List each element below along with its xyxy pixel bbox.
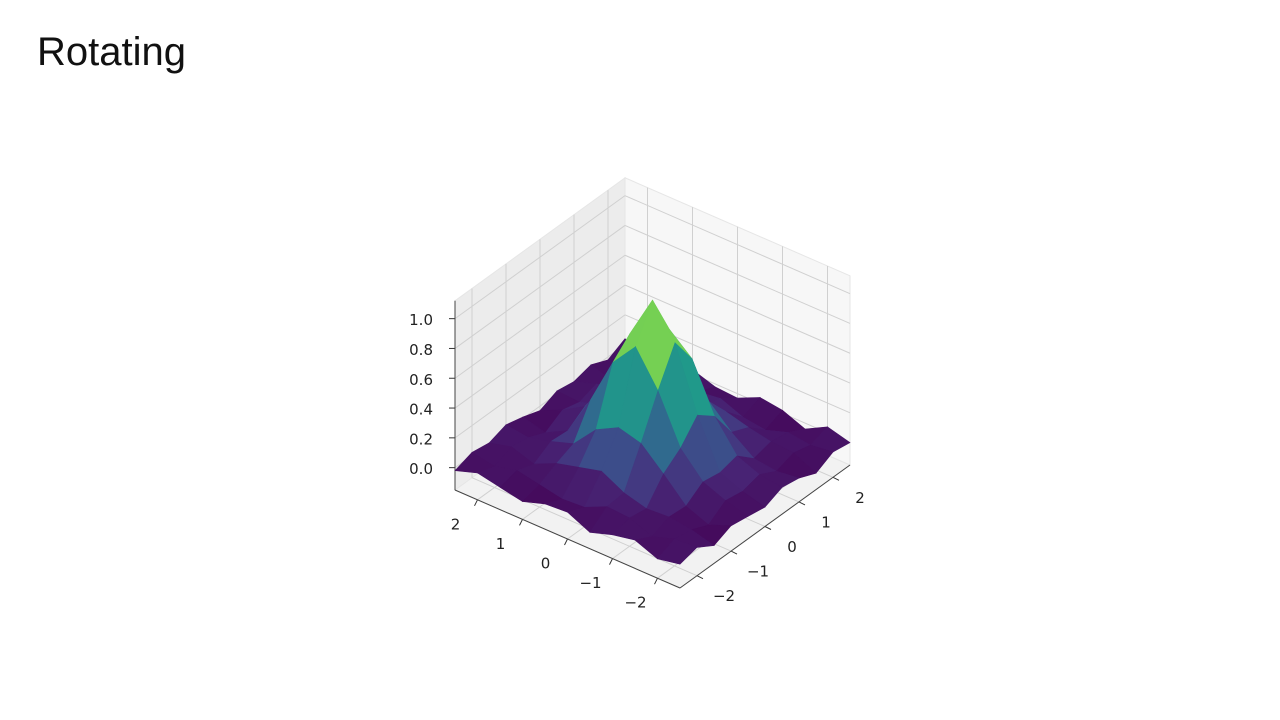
tick-mark <box>832 476 840 481</box>
tick-mark <box>654 577 658 585</box>
grid-line <box>454 225 626 349</box>
tick-mark <box>730 550 738 555</box>
axis-line <box>679 464 851 589</box>
x-tick-label: 0 <box>787 538 797 556</box>
grid-line <box>624 195 851 295</box>
tick-mark <box>798 501 806 506</box>
grid-line <box>624 284 851 384</box>
grid-line <box>454 314 626 439</box>
x-tick-label: −2 <box>713 587 735 605</box>
z-tick-label: 0.6 <box>409 371 433 389</box>
grid-line <box>454 254 626 379</box>
tick-mark <box>474 499 478 507</box>
y-tick-label: −1 <box>579 574 601 592</box>
tick-mark <box>696 575 704 580</box>
grid-line <box>454 195 626 320</box>
y-tick-label: 2 <box>451 515 461 533</box>
z-tick-label: 1.0 <box>409 311 433 329</box>
z-tick-label: 0.0 <box>409 460 433 478</box>
slide-title: Rotating <box>37 30 186 74</box>
z-tick-label: 0.8 <box>409 341 433 359</box>
x-tick-label: −1 <box>747 563 769 581</box>
tick-mark <box>764 526 772 530</box>
x-tick-label: 2 <box>855 489 865 507</box>
axis-line <box>454 489 681 589</box>
z-tick-label: 0.4 <box>409 401 433 419</box>
grid-line <box>454 284 626 409</box>
z-tick-label: 0.2 <box>409 430 433 448</box>
y-tick-label: 0 <box>541 555 551 573</box>
y-tick-label: 1 <box>496 535 506 553</box>
grid-line <box>624 254 851 354</box>
y-tick-label: −2 <box>624 594 646 612</box>
tick-mark <box>519 519 523 526</box>
x-tick-label: 1 <box>821 513 831 531</box>
tick-mark <box>564 538 568 546</box>
grid-line <box>624 224 851 324</box>
tick-mark <box>609 558 613 565</box>
surface-patch <box>656 538 698 565</box>
